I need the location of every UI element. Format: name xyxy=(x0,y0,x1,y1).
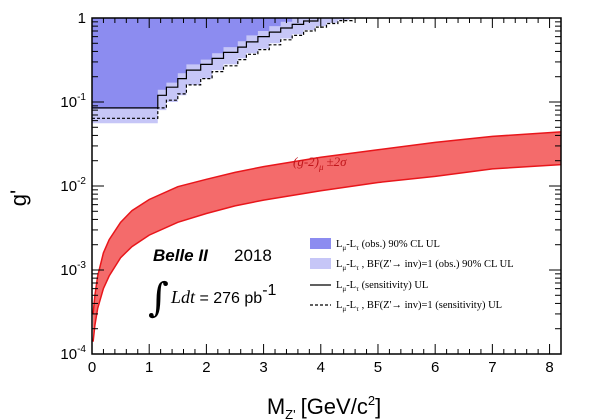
y-tick-label: 10-3 xyxy=(60,260,86,279)
sensitivity-line xyxy=(92,18,319,109)
exclusion-region xyxy=(92,18,293,109)
y-tick-label: 1 xyxy=(78,10,86,27)
sensitivity-inv-line xyxy=(92,18,353,119)
axis-ticks: 0 1 2 3 4 5 6 7 8 10-4 10-3 10-2 10-1 1 xyxy=(60,10,562,376)
legend-label-inv: Lμ-Lτ , BF(Z'→ inv)=1 (obs.) 90% CL UL xyxy=(336,259,514,272)
lumi-integral-sign: ∫ xyxy=(148,275,169,321)
lumi-var: Ldt xyxy=(170,287,196,307)
lumi-exp: -1 xyxy=(262,282,276,299)
x-tick-label: 0 xyxy=(88,359,96,376)
g2-band-lower xyxy=(92,163,561,342)
lumi-eq: = 276 pb xyxy=(195,290,262,307)
y-tick-label: 10-4 xyxy=(60,344,86,363)
band-label-rest: ±2σ xyxy=(327,154,348,169)
legend-label-sens-inv: Lμ-Lτ , BF(Z'→ inv)=1 (sensitivity) UL xyxy=(336,300,502,313)
x-axis-label-units-end: ] xyxy=(375,394,381,419)
year-label: 2018 xyxy=(234,246,272,265)
band-label-sub: μ xyxy=(318,162,324,172)
x-axis-label: MZ' [GeV/c2] xyxy=(267,393,381,420)
x-tick-label: 1 xyxy=(145,359,153,376)
g2-band-fill xyxy=(93,131,561,342)
legend-swatch-inv xyxy=(310,258,331,269)
legend-label-obs: Lμ-Lτ (obs.) 90% CL UL xyxy=(336,239,440,252)
x-tick-label: 4 xyxy=(317,359,325,376)
x-tick-label: 7 xyxy=(488,359,496,376)
y-tick-label: 10-1 xyxy=(60,92,86,111)
band-label: (g-2)μ ±2σ xyxy=(293,154,347,172)
legend-swatch-obs xyxy=(310,238,331,249)
g2-band-upper xyxy=(92,131,561,314)
x-axis-label-units: [GeV/c xyxy=(301,394,368,419)
x-tick-label: 2 xyxy=(202,359,210,376)
legend: Lμ-Lτ (obs.) 90% CL UL Lμ-Lτ , BF(Z'→ in… xyxy=(310,238,514,313)
x-tick-label: 3 xyxy=(259,359,267,376)
x-tick-label: 8 xyxy=(545,359,553,376)
y-axis-label: g' xyxy=(6,190,31,206)
plot-area-fills xyxy=(92,18,561,342)
plot-area-lines xyxy=(92,18,561,342)
x-axis-label-main: M xyxy=(267,394,285,419)
band-label-main: (g-2) xyxy=(293,154,319,169)
lumi-label: Ldt = 276 pb-1 xyxy=(170,282,277,307)
x-tick-label: 5 xyxy=(374,359,382,376)
y-tick-label: 10-2 xyxy=(60,176,86,195)
x-axis-label-sub: Z' xyxy=(285,407,295,420)
legend-label-sens: Lμ-Lτ (sensitivity) UL xyxy=(336,280,428,293)
x-axis-label-units-sup: 2 xyxy=(368,393,375,408)
x-tick-label: 6 xyxy=(431,359,439,376)
experiment-label: Belle II xyxy=(153,246,209,265)
